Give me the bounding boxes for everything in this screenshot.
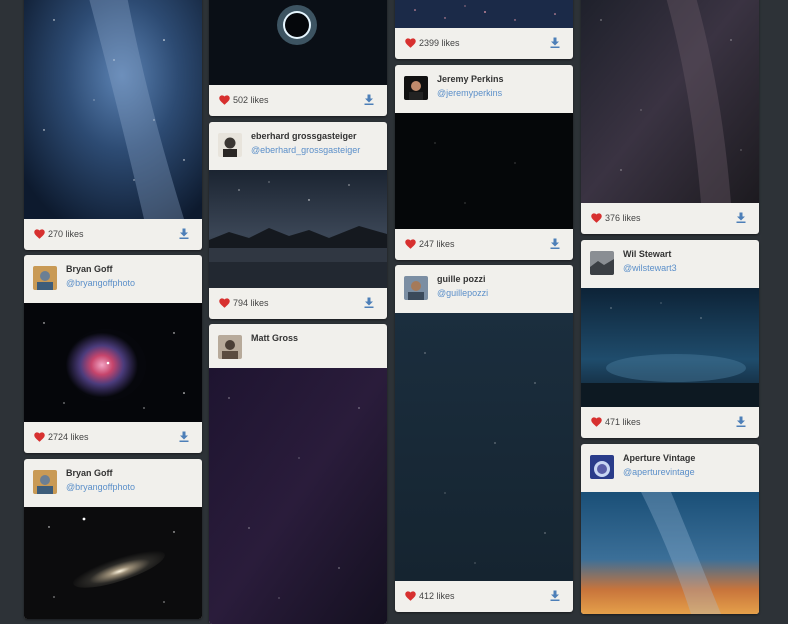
heart-icon[interactable]: [591, 417, 602, 427]
heart-icon[interactable]: [219, 95, 230, 105]
author-name[interactable]: Wil Stewart: [623, 249, 672, 259]
author-handle-link[interactable]: @bryangoffphoto: [66, 482, 136, 492]
photo-card: 270 likes: [24, 0, 202, 250]
photo-footer: 502 likes: [209, 85, 387, 116]
author-name[interactable]: eberhard grossgasteiger: [251, 131, 357, 141]
photo-card: 2399 likes: [395, 0, 573, 59]
author-header: Aperture Vintage @aperturevintage: [581, 444, 759, 492]
photo-card: Matt Gross: [209, 324, 387, 624]
avatar[interactable]: [404, 276, 428, 300]
photo-andromeda-galaxy[interactable]: [24, 507, 202, 619]
download-icon[interactable]: [179, 228, 189, 239]
photo-card: Wil Stewart @wilstewart3 471 likes: [581, 240, 759, 438]
photo-dark-night-sky[interactable]: [395, 113, 573, 229]
avatar[interactable]: [33, 266, 57, 290]
likes-count: 412 likes: [419, 591, 455, 601]
heart-icon[interactable]: [591, 213, 602, 223]
download-icon[interactable]: [550, 37, 560, 48]
avatar[interactable]: [33, 470, 57, 494]
photo-card: guille pozzi @guillepozzi 412 likes: [395, 265, 573, 612]
avatar[interactable]: [590, 455, 614, 479]
photo-footer: 247 likes: [395, 229, 573, 260]
download-icon[interactable]: [736, 212, 746, 223]
photo-solar-eclipse[interactable]: [209, 0, 387, 85]
photo-card: eberhard grossgasteiger @eberhard_grossg…: [209, 122, 387, 319]
photo-blue-horizon[interactable]: [581, 288, 759, 407]
photo-milky-way-dark[interactable]: [581, 0, 759, 203]
photo-blue-starfield[interactable]: [395, 313, 573, 581]
heart-icon[interactable]: [219, 298, 230, 308]
photo-footer: 412 likes: [395, 581, 573, 612]
avatar[interactable]: [590, 251, 614, 275]
download-icon[interactable]: [364, 94, 374, 105]
author-name[interactable]: Matt Gross: [251, 333, 299, 343]
download-icon[interactable]: [179, 431, 189, 442]
photo-footer: 376 likes: [581, 203, 759, 234]
photo-card: 376 likes: [581, 0, 759, 234]
likes-count: 471 likes: [605, 417, 641, 427]
likes-count: 794 likes: [233, 298, 269, 308]
heart-icon[interactable]: [405, 239, 416, 249]
photo-card: Bryan Goff @bryangoffphoto: [24, 459, 202, 619]
author-name[interactable]: Jeremy Perkins: [437, 74, 504, 84]
likes-count: 502 likes: [233, 95, 269, 105]
author-header: Bryan Goff @bryangoffphoto: [24, 255, 202, 303]
heart-icon[interactable]: [34, 229, 45, 239]
likes-count: 247 likes: [419, 239, 455, 249]
author-name[interactable]: guille pozzi: [437, 274, 486, 284]
download-icon[interactable]: [736, 416, 746, 427]
photo-footer: 471 likes: [581, 407, 759, 438]
heart-icon[interactable]: [405, 38, 416, 48]
author-handle-link[interactable]: @jeremyperkins: [437, 88, 503, 98]
likes-count: 2724 likes: [48, 432, 89, 442]
heart-icon[interactable]: [34, 432, 45, 442]
photo-footer: 794 likes: [209, 288, 387, 319]
author-handle-link[interactable]: @wilstewart3: [623, 263, 677, 273]
likes-count: 2399 likes: [419, 38, 460, 48]
author-handle-link[interactable]: @aperturevintage: [623, 467, 695, 477]
author-name[interactable]: Bryan Goff: [66, 468, 113, 478]
author-header: Wil Stewart @wilstewart3: [581, 240, 759, 288]
author-handle-link[interactable]: @bryangoffphoto: [66, 278, 136, 288]
author-header: Jeremy Perkins @jeremyperkins: [395, 65, 573, 113]
photo-sunset-milky-way[interactable]: [581, 492, 759, 614]
photo-footer: 2399 likes: [395, 28, 573, 59]
photo-star-cluster[interactable]: [395, 0, 573, 28]
author-name[interactable]: Aperture Vintage: [623, 453, 696, 463]
download-icon[interactable]: [550, 238, 560, 249]
author-handle-link[interactable]: @guillepozzi: [437, 288, 489, 298]
author-header: Bryan Goff @bryangoffphoto: [24, 459, 202, 507]
likes-count: 376 likes: [605, 213, 641, 223]
photo-mountain-lake-night[interactable]: [209, 170, 387, 288]
photo-footer: 2724 likes: [24, 422, 202, 453]
photo-card: Jeremy Perkins @jeremyperkins 247 likes: [395, 65, 573, 260]
avatar[interactable]: [218, 335, 242, 359]
photo-card: 502 likes: [209, 0, 387, 116]
likes-count: 270 likes: [48, 229, 84, 239]
author-handle-link[interactable]: @eberhard_grossgasteiger: [251, 145, 361, 155]
photo-milky-way[interactable]: [24, 0, 202, 219]
avatar[interactable]: [404, 76, 428, 100]
photo-card: Bryan Goff @bryangoffphoto 2724 likes: [24, 255, 202, 453]
download-icon[interactable]: [364, 297, 374, 308]
photo-orion-nebula[interactable]: [24, 303, 202, 422]
photo-footer: 270 likes: [24, 219, 202, 250]
author-header: eberhard grossgasteiger @eberhard_grossg…: [209, 122, 387, 170]
avatar[interactable]: [218, 133, 242, 157]
author-header: guille pozzi @guillepozzi: [395, 265, 573, 313]
author-header: Matt Gross: [209, 324, 387, 368]
author-name[interactable]: Bryan Goff: [66, 264, 113, 274]
photo-card: Aperture Vintage @aperturevintage: [581, 444, 759, 614]
photo-purple-starfield[interactable]: [209, 368, 387, 624]
download-icon[interactable]: [550, 590, 560, 601]
